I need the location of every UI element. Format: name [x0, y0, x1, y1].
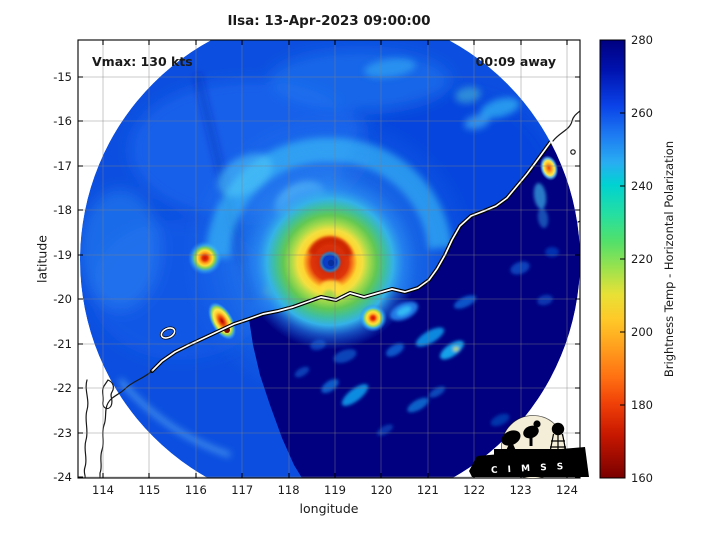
x-tick-label: 115: [138, 483, 161, 497]
y-tick-label: -23: [53, 425, 72, 440]
x-axis-label: longitude: [299, 501, 359, 516]
colorbar-tick-label: 220: [631, 252, 653, 266]
vmax-annotation: Vmax: 130 kts: [92, 54, 193, 69]
logo-text: C I M S S: [491, 462, 567, 476]
island-outline: [159, 326, 177, 340]
x-tick-label: 116: [184, 483, 207, 497]
land-rain-streaks: [294, 183, 559, 436]
colorbar-tick-label: 240: [631, 179, 653, 193]
x-tick-label: 114: [92, 483, 114, 497]
y-tick-label: -19: [53, 247, 72, 262]
grid-lines: [78, 40, 580, 478]
x-tick-label: 117: [231, 483, 254, 497]
colorbar-tick-label: 200: [631, 325, 653, 339]
y-axis-label: latitude: [34, 235, 50, 283]
y-tick-label: -17: [53, 158, 72, 173]
x-tick-label: 122: [463, 483, 486, 497]
cimss-logo: C I M S S: [469, 415, 589, 479]
x-tick-label: 120: [370, 483, 393, 497]
colorbar-tick-label: 280: [631, 33, 653, 47]
x-tick-label: 123: [509, 483, 532, 497]
y-tick-label: -21: [53, 336, 72, 351]
y-tick-label: -18: [53, 203, 72, 218]
colorbar-tick-label: 160: [631, 471, 653, 485]
x-tick-label: 121: [416, 483, 439, 497]
colorbar-tick-label: 260: [631, 106, 653, 120]
convective-cell-west: [188, 241, 222, 275]
colorbar-tick-label: 180: [631, 398, 653, 412]
convective-cell-northeast-coast: [539, 155, 559, 181]
y-tick-label: -15: [53, 70, 72, 84]
storm-core: [242, 174, 418, 350]
y-tick-label: -22: [53, 381, 72, 396]
x-tick-label: 119: [324, 483, 346, 497]
logo-banner: [469, 447, 589, 477]
x-tick-label: 124: [556, 483, 578, 497]
water-tower-icon: [549, 422, 567, 453]
time-offset-annotation: 00:09 away: [475, 54, 556, 69]
convective-cell-south: [359, 301, 419, 332]
microwave-swath-image: [80, 40, 580, 478]
coastline: [150, 138, 554, 373]
y-tick-label: -24: [53, 469, 72, 484]
colorbar: [599, 39, 626, 479]
y-tick-label: -20: [53, 292, 72, 307]
plot-title: Ilsa: 13-Apr-2023 09:00:00: [227, 13, 431, 29]
colorbar-label: Brightness Temp - Horizontal Polarizatio…: [662, 140, 676, 378]
y-tick-label: -16: [53, 114, 72, 129]
x-tick-label: 118: [277, 483, 300, 497]
